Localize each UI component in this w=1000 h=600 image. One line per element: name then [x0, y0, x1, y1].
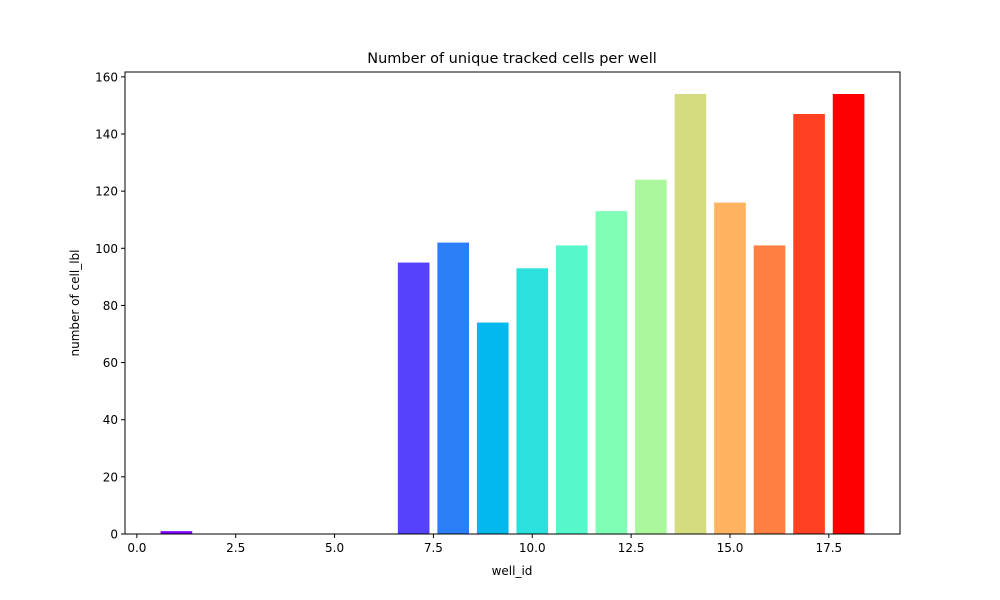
y-tick-label: 100	[95, 242, 118, 256]
x-tick-label: 0.0	[127, 541, 146, 555]
bar-well-18	[832, 94, 865, 534]
bars-group	[160, 94, 865, 535]
bar-well-9	[476, 322, 509, 534]
bar-well-12	[595, 211, 628, 534]
bar-well-13	[635, 179, 667, 534]
y-tick-label: 80	[103, 299, 118, 313]
bar-well-8	[437, 242, 470, 535]
x-tick-label: 10.0	[519, 541, 546, 555]
y-axis-label: number of cell_lbl	[68, 250, 82, 357]
bar-well-11	[555, 245, 588, 534]
x-tick-label: 5.0	[325, 541, 344, 555]
y-tick-label: 60	[103, 356, 118, 370]
bar-well-14	[674, 94, 707, 534]
y-tick-label: 40	[103, 413, 118, 427]
y-tick-label: 160	[95, 70, 118, 84]
x-axis-label: well_id	[492, 564, 533, 578]
bar-well-10	[516, 268, 549, 534]
x-tick-label: 17.5	[815, 541, 842, 555]
x-tick-label: 12.5	[618, 541, 645, 555]
y-tick-label: 20	[103, 470, 118, 484]
bar-well-17	[793, 114, 825, 534]
bar-well-7	[397, 262, 430, 534]
x-axis-ticks: 0.0 2.5 5.0 7.5 10.0 12.5 15.0 17.5	[127, 534, 842, 555]
x-tick-label: 2.5	[226, 541, 245, 555]
plot-frame	[124, 71, 901, 535]
x-tick-label: 7.5	[424, 541, 443, 555]
y-axis-ticks: 0 20 40 60 80 100 120 140 160	[95, 70, 125, 542]
x-tick-label: 15.0	[717, 541, 744, 555]
y-tick-label: 120	[95, 185, 118, 199]
bar-well-16	[753, 245, 786, 534]
bar-well-1	[160, 531, 193, 534]
y-tick-label: 0	[110, 528, 118, 542]
chart-title: Number of unique tracked cells per well	[367, 51, 657, 67]
bar-well-15	[714, 202, 746, 535]
y-tick-label: 140	[95, 128, 118, 142]
